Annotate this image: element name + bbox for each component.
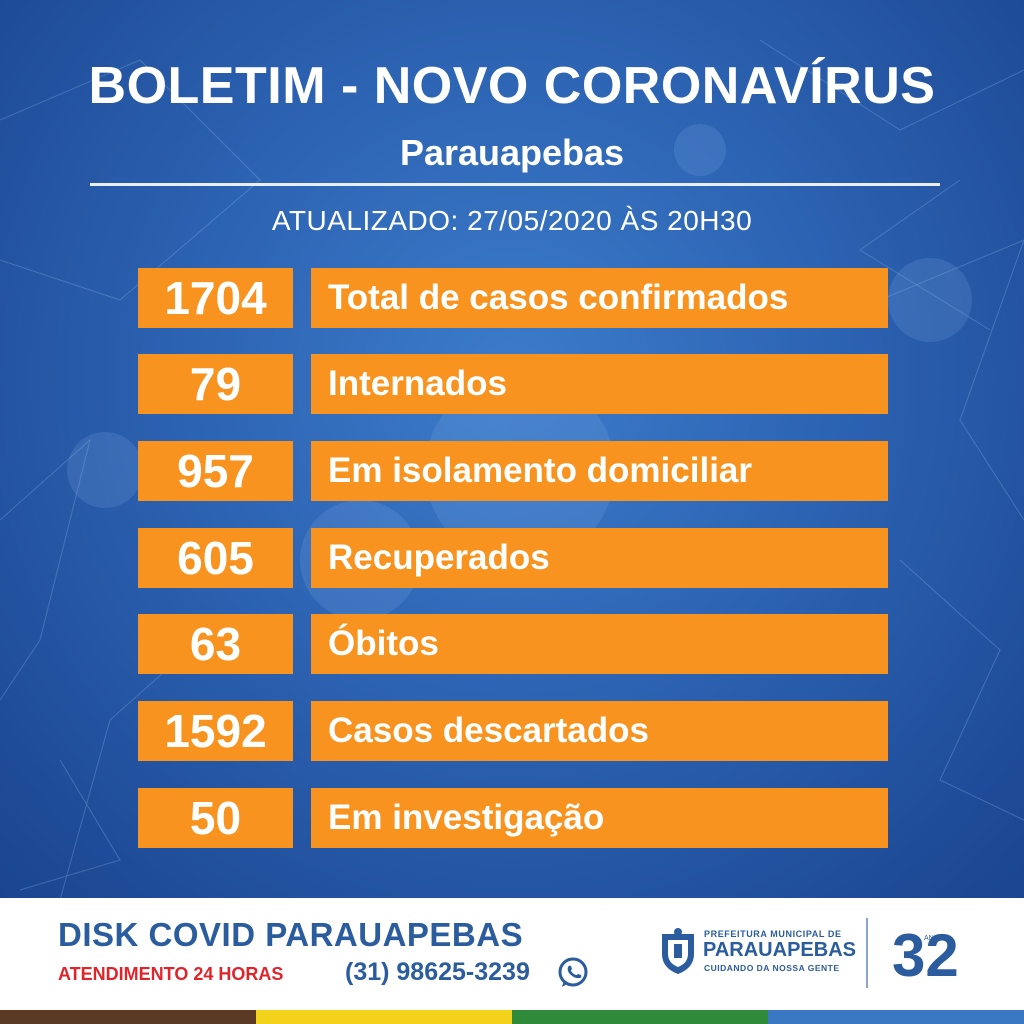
stat-label: Total de casos confirmados	[311, 268, 888, 328]
stat-value: 605	[138, 528, 293, 588]
stat-label: Em investigação	[311, 788, 888, 848]
stat-value: 50	[138, 788, 293, 848]
logo-divider	[866, 918, 868, 988]
updated-timestamp: ATUALIZADO: 27/05/2020 ÀS 20H30	[271, 205, 753, 236]
logo-tagline: CUIDANDO DA NOSSA GENTE	[704, 963, 840, 973]
stat-value: 1704	[138, 268, 293, 328]
stat-label: Em isolamento domiciliar	[311, 441, 888, 501]
logo-prefeitura-text: PREFEITURA MUNICIPAL DE	[704, 929, 842, 939]
stat-row-recovered: 605 Recuperados	[138, 528, 888, 588]
disk-covid-heading: DISK COVID PARAUAPEBAS	[58, 916, 524, 953]
stat-row-hospitalized: 79 Internados	[138, 354, 888, 414]
color-strip-brown	[0, 1010, 256, 1024]
color-strip-green	[512, 1010, 768, 1024]
stat-row-discarded: 1592 Casos descartados	[138, 701, 888, 761]
city-subtitle: Parauapebas	[399, 132, 625, 173]
stat-row-home-isolation: 957 Em isolamento domiciliar	[138, 441, 888, 501]
footer: DISK COVID PARAUAPEBAS ATENDIMENTO 24 HO…	[0, 898, 1024, 1010]
stat-label: Recuperados	[311, 528, 888, 588]
stat-row-confirmed: 1704 Total de casos confirmados	[138, 268, 888, 328]
phone-number[interactable]: (31) 98625-3239	[345, 958, 530, 986]
anniversary-unit: ANOS	[924, 935, 944, 942]
background-panel: BOLETIM - NOVO CORONAVÍRUS Parauapebas A…	[0, 0, 1024, 898]
title-divider	[90, 183, 940, 186]
city-crest-icon	[662, 928, 694, 974]
bulletin-title: BOLETIM - NOVO CORONAVÍRUS	[88, 57, 936, 115]
color-strip-blue	[768, 1010, 1024, 1024]
stat-value: 79	[138, 354, 293, 414]
stat-label: Óbitos	[311, 614, 888, 674]
stat-value: 957	[138, 441, 293, 501]
stat-row-deaths: 63 Óbitos	[138, 614, 888, 674]
logo-city-name: PARAUAPEBAS	[703, 939, 856, 961]
stat-value: 1592	[138, 701, 293, 761]
stat-label: Internados	[311, 354, 888, 414]
attendance-hours: ATENDIMENTO 24 HORAS	[58, 964, 284, 984]
anniversary-number: 32	[892, 922, 959, 988]
anniversary-32-logo: 32 ANOS	[892, 922, 959, 988]
stat-row-investigation: 50 Em investigação	[138, 788, 888, 848]
whatsapp-icon	[558, 957, 588, 987]
stat-value: 63	[138, 614, 293, 674]
color-strip-yellow	[256, 1010, 512, 1024]
stat-label: Casos descartados	[311, 701, 888, 761]
